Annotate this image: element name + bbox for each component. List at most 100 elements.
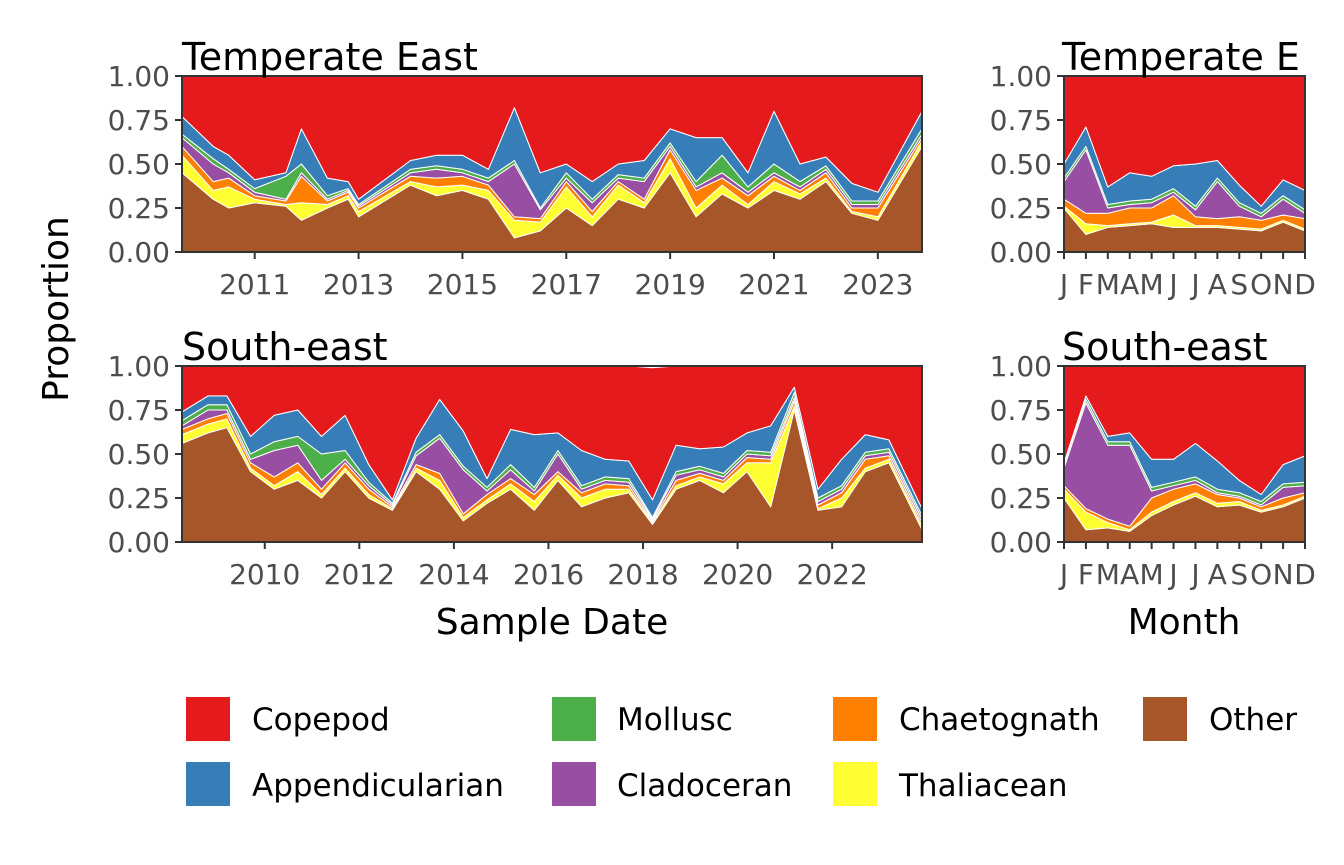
legend-swatch-copepod bbox=[186, 697, 230, 741]
temperate-east-month-x-tick-label: M bbox=[1140, 268, 1164, 301]
temperate-east-time-y-tick-label: 0.25 bbox=[108, 192, 170, 225]
temperate-east-month-x-tick-label: N bbox=[1273, 268, 1294, 301]
south-east-month-x-tick-label: M bbox=[1140, 558, 1164, 591]
south-east-time-y-tick-label: 0.75 bbox=[108, 394, 170, 427]
legend-label-mollusc: Mollusc bbox=[617, 702, 733, 738]
south-east-month-x-tick-label: S bbox=[1230, 558, 1248, 591]
south-east-month-y-tick-label: 1.00 bbox=[990, 350, 1052, 383]
temperate-east-month-x-tick-label: A bbox=[1208, 268, 1227, 301]
temperate-east-month-x-tick-label: D bbox=[1294, 268, 1316, 301]
south-east-time-x-tick-label: 2022 bbox=[797, 558, 868, 591]
south-east-month-x-tick-label: J bbox=[1058, 558, 1068, 591]
temperate-east-month-x-tick-label: J bbox=[1189, 268, 1199, 301]
temperate-east-month-x-tick-label: J bbox=[1167, 268, 1177, 301]
temperate-east-month-y-tick-label: 0.50 bbox=[990, 148, 1052, 181]
legend-swatch-chaetognath bbox=[833, 697, 877, 741]
south-east-month-x-tick-label: O bbox=[1250, 558, 1272, 591]
temperate-east-time-x-tick-label: 2017 bbox=[531, 268, 602, 301]
legend: Copepod Mollusc Chaetognath Other Append… bbox=[186, 697, 1297, 806]
temperate-east-month-x-tick-label: O bbox=[1250, 268, 1272, 301]
y-axis-title: Proportion bbox=[36, 216, 77, 402]
legend-label-thaliacean: Thaliacean bbox=[898, 768, 1068, 804]
legend-label-appendicularian: Appendicularian bbox=[252, 768, 504, 804]
south-east-month-x-tick-label: J bbox=[1167, 558, 1177, 591]
temperate-east-time-x-tick-label: 2011 bbox=[219, 268, 290, 301]
temperate-east-month-x-tick-label: J bbox=[1058, 268, 1068, 301]
south-east-month-title: South-east bbox=[1062, 325, 1268, 369]
south-east-time-frame bbox=[181, 365, 923, 543]
south-east-month-x-tick-label: N bbox=[1273, 558, 1294, 591]
temperate-east-month-y-tick-label: 0.00 bbox=[990, 236, 1052, 269]
temperate-east-month-y-tick-label: 0.75 bbox=[990, 104, 1052, 137]
south-east-time-y-tick-label: 0.00 bbox=[108, 526, 170, 559]
legend-swatch-cladoceran bbox=[552, 762, 596, 806]
south-east-time-x-tick-label: 2012 bbox=[324, 558, 395, 591]
south-east-time-x-tick-label: 2010 bbox=[229, 558, 300, 591]
temperate-east-time-x-tick-label: 2015 bbox=[427, 268, 498, 301]
temperate-east-month-x-tick-label: F bbox=[1078, 268, 1094, 301]
legend-label-cladoceran: Cladoceran bbox=[617, 768, 792, 804]
south-east-time-x-tick-label: 2016 bbox=[513, 558, 584, 591]
legend-swatch-thaliacean bbox=[833, 762, 877, 806]
legend-label-copepod: Copepod bbox=[252, 702, 390, 738]
legend-swatch-mollusc bbox=[552, 697, 596, 741]
south-east-month-x-tick-label: M bbox=[1096, 558, 1120, 591]
south-east-time-x-tick-label: 2018 bbox=[607, 558, 678, 591]
south-east-time-x-tick-label: 2020 bbox=[702, 558, 773, 591]
south-east-month-y-ticks: 0.00 0.25 0.50 0.75 1.00 bbox=[990, 350, 1064, 559]
temperate-east-time-y-tick-label: 1.00 bbox=[108, 60, 170, 93]
legend-label-chaetognath: Chaetognath bbox=[899, 702, 1100, 738]
south-east-time-y-tick-label: 0.25 bbox=[108, 482, 170, 515]
x-axis-title-sample-date: Sample Date bbox=[436, 602, 668, 643]
temperate-east-month-y-tick-label: 0.25 bbox=[990, 192, 1052, 225]
south-east-month-y-tick-label: 0.00 bbox=[990, 526, 1052, 559]
south-east-time-y-ticks: 0.00 0.25 0.50 0.75 1.00 bbox=[108, 350, 182, 559]
temperate-east-time-y-tick-label: 0.75 bbox=[108, 104, 170, 137]
temperate-east-month-title: Temperate E bbox=[1061, 35, 1300, 79]
temperate-east-month-y-ticks: 0.00 0.25 0.50 0.75 1.00 bbox=[990, 60, 1064, 269]
south-east-time-y-tick-label: 0.50 bbox=[108, 438, 170, 471]
temperate-east-month-x-tick-label: M bbox=[1096, 268, 1120, 301]
temperate-east-time-x-tick-label: 2023 bbox=[842, 268, 913, 301]
temperate-east-time-y-tick-label: 0.50 bbox=[108, 148, 170, 181]
legend-swatch-appendicularian bbox=[186, 762, 230, 806]
south-east-month-x-tick-label: J bbox=[1189, 558, 1199, 591]
temperate-east-month-x-tick-label: A bbox=[1120, 268, 1139, 301]
south-east-month-y-tick-label: 0.25 bbox=[990, 482, 1052, 515]
south-east-month-y-tick-label: 0.50 bbox=[990, 438, 1052, 471]
south-east-month-areas bbox=[1063, 365, 1306, 543]
legend-swatch-other bbox=[1143, 697, 1187, 741]
temperate-east-time-title: Temperate East bbox=[181, 35, 478, 79]
south-east-time-title: South-east bbox=[182, 325, 388, 369]
panel-temperate-east-time: 2011 2013 2015 2017 2019 2021 2023 0.00 0.25 0.5… bbox=[108, 35, 923, 301]
temperate-east-month-areas bbox=[1063, 75, 1306, 253]
south-east-month-x-tick-label: A bbox=[1208, 558, 1227, 591]
temperate-east-time-x-tick-label: 2019 bbox=[635, 268, 706, 301]
temperate-east-time-y-ticks: 0.00 0.25 0.50 0.75 1.00 bbox=[108, 60, 182, 269]
south-east-month-x-tick-label: F bbox=[1078, 558, 1094, 591]
temperate-east-time-frame bbox=[181, 75, 923, 253]
legend-label-other: Other bbox=[1209, 702, 1297, 738]
temperate-east-time-y-tick-label: 0.00 bbox=[108, 236, 170, 269]
south-east-month-x-tick-label: D bbox=[1294, 558, 1316, 591]
south-east-month-frame bbox=[1063, 365, 1306, 543]
temperate-east-time-x-tick-label: 2021 bbox=[738, 268, 809, 301]
south-east-time-x-tick-label: 2014 bbox=[418, 558, 489, 591]
temperate-east-time-x-ticks: 2011 2013 2015 2017 2019 2021 2023 bbox=[219, 252, 913, 301]
temperate-east-time-x-tick-label: 2013 bbox=[323, 268, 394, 301]
south-east-month-y-tick-label: 0.75 bbox=[990, 394, 1052, 427]
temperate-east-month-y-tick-label: 1.00 bbox=[990, 60, 1052, 93]
temperate-east-time-areas bbox=[181, 75, 923, 253]
south-east-time-x-ticks: 2010 2012 2014 2016 2018 2020 2022 bbox=[229, 542, 868, 591]
south-east-time-areas bbox=[181, 365, 923, 543]
panel-south-east-time: 2010 2012 2014 2016 2018 2020 2022 0.00 0.25 0.5… bbox=[108, 325, 923, 591]
x-axis-title-month: Month bbox=[1128, 602, 1241, 643]
temperate-east-month-x-tick-label: S bbox=[1230, 268, 1248, 301]
south-east-month-x-tick-label: A bbox=[1120, 558, 1139, 591]
temperate-east-month-frame bbox=[1063, 75, 1306, 253]
